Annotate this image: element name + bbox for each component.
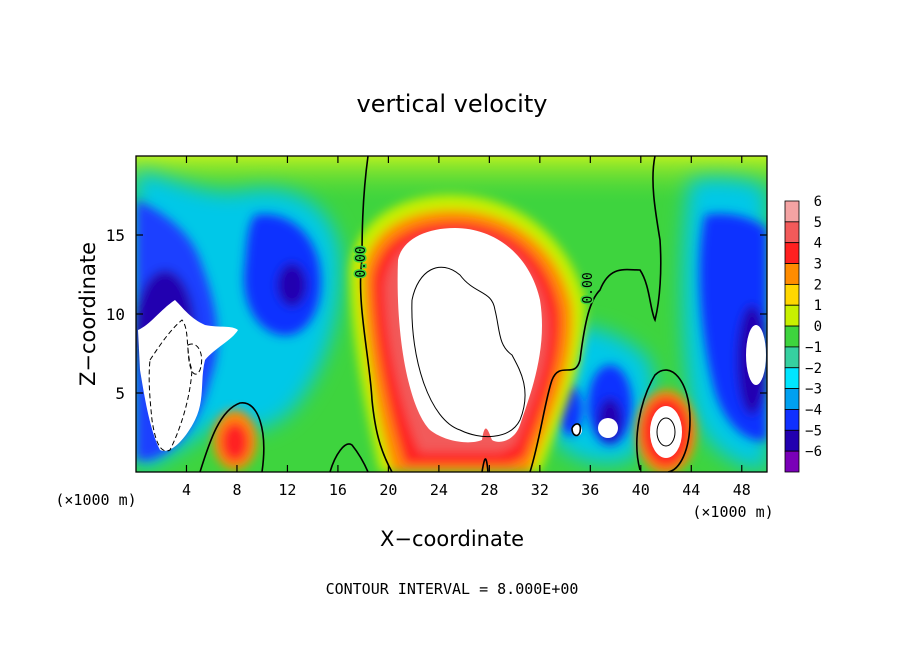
colorbar-swatch xyxy=(784,346,800,369)
updraft-main-core xyxy=(397,228,542,443)
x-tick-label: 28 xyxy=(480,481,498,499)
x-tick-label: 12 xyxy=(278,481,296,499)
x-tick-label: 48 xyxy=(733,481,751,499)
zero-contour-right-loop xyxy=(636,369,691,472)
colorbar-swatch xyxy=(784,263,800,285)
colorbar-swatch xyxy=(784,388,800,410)
colorbar-label: 2 xyxy=(814,277,822,293)
x-tick-label: 20 xyxy=(379,481,397,499)
x-tick-label: 8 xyxy=(232,481,241,499)
positive-contour-secondary xyxy=(656,417,676,447)
colorbar-label: 0 xyxy=(814,319,822,335)
x-axis-label: X−coordinate xyxy=(380,527,524,551)
downdraft-left-saturated xyxy=(138,300,238,451)
downdraft-center-left-core xyxy=(277,263,307,307)
y-tick-label: 5 xyxy=(115,384,125,403)
y-tick-label: 10 xyxy=(106,305,125,324)
colorbar-swatch xyxy=(784,367,800,390)
colorbar-label: −3 xyxy=(805,382,822,398)
contours xyxy=(148,156,691,472)
contour-label-left: 0.00 xyxy=(354,246,369,277)
colorbar-label: −6 xyxy=(805,444,822,460)
colorbar-swatch xyxy=(784,242,800,264)
colorbar-label: 4 xyxy=(814,236,822,252)
downdraft-mid-saturated xyxy=(598,418,618,438)
zero-contour-left xyxy=(359,156,393,472)
x-tick-label: 32 xyxy=(531,481,549,499)
colorbar-label: 1 xyxy=(814,298,822,314)
colorbar-label: 5 xyxy=(814,215,822,231)
x-units-left: (×1000 m) xyxy=(55,491,136,509)
colorbar-swatch xyxy=(784,429,800,452)
colorbar: 6 5 4 3 2 1 0 −1 −2 −3 −4 −5 −6 xyxy=(784,194,822,473)
zero-contour-mid xyxy=(481,458,489,472)
x-axis: 4 8 12 16 20 24 28 32 36 40 44 48 xyxy=(182,156,751,499)
plot-area: 0.00 0.00 xyxy=(136,156,767,472)
colorbar-swatch xyxy=(784,325,800,348)
x-tick-label: 16 xyxy=(329,481,347,499)
colorbar-label: −4 xyxy=(805,402,822,418)
colorbar-swatch xyxy=(784,283,800,306)
zero-contour-small xyxy=(571,423,582,437)
colorbar-label: −5 xyxy=(805,423,822,439)
y-axis-label: Z−coordinate xyxy=(76,242,100,386)
colorbar-swatch xyxy=(784,221,800,244)
colorbar-swatch xyxy=(784,200,800,223)
colorbar-label: 3 xyxy=(814,257,822,273)
contour-interval-label: CONTOUR INTERVAL = 8.000E+00 xyxy=(326,580,579,598)
colorbar-label: −1 xyxy=(805,340,822,356)
zero-contour-left-loop xyxy=(199,402,265,472)
zero-contour-bottom xyxy=(329,443,369,472)
colorbar-swatch xyxy=(784,304,800,327)
x-tick-label: 40 xyxy=(632,481,650,499)
y-axis: 5 10 15 xyxy=(106,226,767,403)
x-units-right: (×1000 m) xyxy=(692,503,773,521)
positive-contour-core xyxy=(411,266,526,438)
x-tick-label: 36 xyxy=(581,481,599,499)
x-tick-label: 4 xyxy=(182,481,191,499)
negative-contour-left-2 xyxy=(187,343,203,375)
zero-contour-center xyxy=(529,156,662,472)
colorbar-label: −2 xyxy=(805,361,822,377)
chart-title: vertical velocity xyxy=(357,90,548,118)
colorbar-swatch xyxy=(784,409,800,431)
y-tick-label: 15 xyxy=(106,226,125,245)
colorbar-label: 6 xyxy=(814,194,822,210)
x-tick-label: 24 xyxy=(430,481,448,499)
contour-label-right: 0.00 xyxy=(581,272,596,303)
updraft-secondary-core xyxy=(650,406,682,458)
colorbar-swatch xyxy=(784,450,800,473)
x-tick-label: 44 xyxy=(682,481,700,499)
downdraft-right-saturated xyxy=(746,325,766,385)
negative-contour-left xyxy=(148,319,193,452)
